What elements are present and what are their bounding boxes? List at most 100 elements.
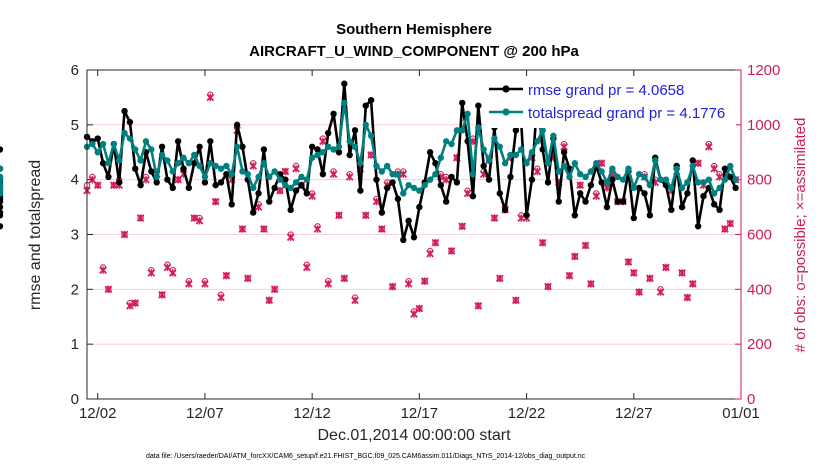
series-point-rmse xyxy=(507,173,514,181)
series-point-totalspread xyxy=(566,173,573,181)
series-point-totalspread xyxy=(303,176,310,183)
series-point-totalspread xyxy=(657,176,664,183)
series-point-totalspread xyxy=(410,184,418,192)
series-point-rmse xyxy=(732,184,739,192)
x-axis-label: Dec.01,2014 00:00:00 start xyxy=(317,427,511,444)
series-point-totalspread xyxy=(539,127,546,134)
obs-assimilated-marker xyxy=(688,280,697,288)
series-point-rmse xyxy=(282,176,289,183)
series-point-totalspread xyxy=(378,168,386,175)
series-point-rmse xyxy=(609,176,616,183)
obs-assimilated-marker xyxy=(361,211,370,220)
obs-assimilated-marker xyxy=(292,164,300,173)
obs-assimilated-marker xyxy=(120,230,129,239)
series-point-rmse xyxy=(217,179,225,186)
obs-assimilated-marker xyxy=(587,280,595,288)
obs-assimilated-marker xyxy=(656,288,665,296)
series-point-totalspread xyxy=(223,162,230,170)
series-point-totalspread xyxy=(325,143,332,150)
series-point-totalspread xyxy=(351,143,359,150)
series-point-rmse xyxy=(710,201,718,208)
obs-assimilated-marker xyxy=(447,247,456,255)
series-point-totalspread xyxy=(0,165,4,172)
series-point-totalspread xyxy=(491,135,498,142)
series-point-totalspread xyxy=(619,176,627,183)
series-point-totalspread xyxy=(496,143,503,150)
legend-rmse-label: rmse grand pr = 4.0658 xyxy=(528,82,684,99)
series-point-rmse xyxy=(480,162,487,170)
series-point-totalspread xyxy=(0,173,4,181)
series-point-totalspread xyxy=(212,162,219,170)
series-point-totalspread xyxy=(292,179,300,186)
series-point-rmse xyxy=(260,146,268,153)
series-point-rmse xyxy=(0,223,4,230)
obs-assimilated-marker xyxy=(592,192,601,200)
series-point-rmse xyxy=(571,212,579,219)
obs-assimilated-marker xyxy=(662,263,670,272)
obs-assimilated-marker xyxy=(265,296,274,305)
obs-assimilated-marker xyxy=(276,186,284,195)
legend-box xyxy=(485,76,736,128)
obs-assimilated-marker xyxy=(136,214,145,222)
series-point-totalspread xyxy=(298,173,305,181)
series-point-totalspread xyxy=(148,146,155,153)
legend: rmse grand pr = 4.0658 totalspread grand… xyxy=(485,76,736,128)
series-point-totalspread xyxy=(191,151,198,159)
obs-assimilated-marker xyxy=(99,266,107,274)
series-lines xyxy=(0,80,739,244)
y-axis-right-label: # of obs: o=possible; ×=assimilated xyxy=(792,118,809,353)
series-point-totalspread xyxy=(652,157,659,164)
series-point-totalspread xyxy=(346,138,353,145)
series-point-totalspread xyxy=(416,187,423,194)
series-point-rmse xyxy=(341,80,348,87)
obs-assimilated-marker xyxy=(495,274,504,283)
series-point-totalspread xyxy=(480,146,487,153)
series-point-totalspread xyxy=(260,160,268,167)
obs-assimilated-marker xyxy=(351,296,359,305)
obs-assimilated-marker xyxy=(721,225,729,233)
series-point-totalspread xyxy=(180,154,187,161)
obs-assimilated-marker xyxy=(281,167,290,176)
series-point-rmse xyxy=(174,138,182,145)
series-point-rmse xyxy=(700,192,707,200)
series-point-totalspread xyxy=(518,146,525,153)
obs-assimilated-marker xyxy=(142,175,150,184)
obs-assimilated-marker xyxy=(93,181,102,189)
obs-assimilated-marker xyxy=(694,159,702,168)
obs-assimilated-marker xyxy=(308,192,316,200)
obs-assimilated-marker xyxy=(458,222,467,231)
series-point-rmse xyxy=(255,190,262,197)
obs-assimilated-marker xyxy=(426,249,434,258)
series-point-rmse xyxy=(271,184,278,192)
series-point-totalspread xyxy=(201,173,209,181)
series-point-totalspread xyxy=(99,140,107,148)
series-point-totalspread xyxy=(571,160,579,167)
obs-assimilated-marker xyxy=(163,263,172,272)
obs-assimilated-marker xyxy=(388,282,397,291)
series-point-rmse xyxy=(367,96,375,104)
series-point-totalspread xyxy=(475,124,482,131)
series-point-totalspread xyxy=(550,132,557,139)
series-point-totalspread xyxy=(330,146,337,153)
series-point-totalspread xyxy=(641,173,648,181)
series-point-rmse xyxy=(201,179,209,186)
x-tick-label: 12/07 xyxy=(186,405,224,422)
series-point-rmse xyxy=(126,118,134,126)
series-point-rmse xyxy=(373,176,380,183)
series-point-totalspread xyxy=(625,165,632,172)
series-point-totalspread xyxy=(308,154,316,161)
y-axis-left: 0 1 2 3 4 5 6 xyxy=(71,62,93,408)
series-point-totalspread xyxy=(630,184,637,192)
series-point-totalspread xyxy=(255,173,262,181)
series-point-totalspread xyxy=(635,170,643,178)
series-point-totalspread xyxy=(383,162,391,170)
x-tick-label: 12/02 xyxy=(79,405,117,422)
obs-assimilated-marker xyxy=(646,274,654,283)
series-point-rmse xyxy=(330,110,337,118)
series-point-totalspread xyxy=(453,127,461,134)
series-point-totalspread xyxy=(576,170,584,178)
series-point-rmse xyxy=(528,176,536,183)
obs-assimilated-marker xyxy=(710,164,719,173)
series-point-rmse xyxy=(99,160,107,167)
series-point-totalspread xyxy=(662,176,670,183)
